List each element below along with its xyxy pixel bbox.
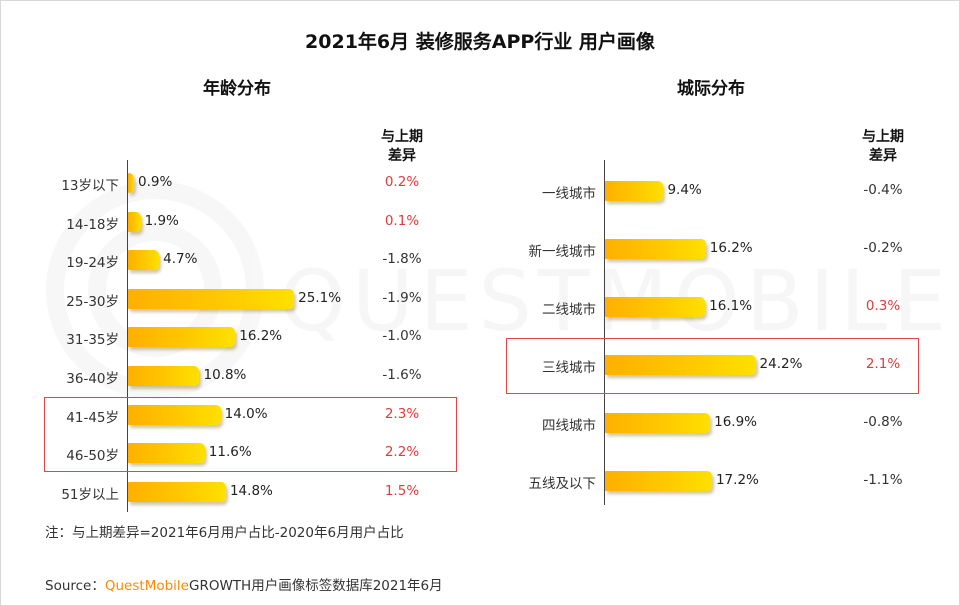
y-axis-line — [604, 160, 605, 505]
category-label: 51岁以上 — [61, 486, 119, 503]
category-label: 31-35岁 — [66, 332, 119, 349]
category-label: 四线城市 — [542, 417, 596, 434]
bar — [128, 481, 226, 502]
diff-value: -0.2% — [863, 239, 903, 256]
source-line: Source：QuestMobileGROWTH用户画像标签数据库2021年6月 — [45, 574, 443, 594]
category-label: 一线城市 — [542, 186, 596, 202]
bar — [128, 288, 295, 309]
value-label: 14.8% — [229, 482, 273, 499]
diff-value: -1.8% — [382, 251, 422, 268]
value-label: 10.8% — [203, 367, 247, 383]
diff-value: 0.2% — [384, 174, 420, 190]
value-label: 1.9% — [144, 212, 179, 229]
city-section-title: 城际分布 — [677, 79, 745, 99]
category-label: 19-24岁 — [66, 255, 119, 272]
category-label: 14-18岁 — [66, 216, 119, 233]
city-diff-header-line2: 差异 — [869, 148, 897, 164]
value-label: 9.4% — [667, 182, 702, 198]
bar — [128, 250, 160, 271]
category-label: 25-30岁 — [66, 293, 119, 310]
bar — [128, 173, 134, 193]
city-diff-header: 与上期 差异 — [843, 128, 923, 166]
chart-title: 2021年6月 装修服务APP行业 用户画像 — [305, 31, 655, 53]
category-label: 46-50岁 — [66, 448, 119, 465]
diff-value: -0.8% — [863, 413, 903, 430]
diff-value: 1.5% — [384, 482, 420, 499]
value-label: 4.7% — [163, 251, 198, 268]
bar — [128, 327, 236, 348]
source-brand: QuestMobile — [104, 578, 189, 594]
diff-value: 2.2% — [384, 444, 420, 461]
bar — [128, 443, 205, 464]
diff-value: -1.1% — [863, 471, 903, 488]
bar — [605, 238, 706, 259]
value-label: 25.1% — [298, 289, 342, 306]
value-label: 16.9% — [714, 413, 757, 430]
category-label: 41-45岁 — [66, 409, 119, 426]
diff-value: -1.6% — [382, 367, 422, 383]
y-axis-line — [127, 160, 128, 512]
diff-value: -1.0% — [382, 328, 422, 345]
source-prefix: Source： — [45, 578, 105, 594]
bar — [605, 354, 756, 375]
value-label: 24.2% — [759, 355, 803, 372]
value-label: 14.0% — [224, 405, 268, 422]
category-label: 五线及以下 — [528, 475, 597, 492]
age-diff-header-line1: 与上期 — [381, 129, 423, 145]
category-label: 二线城市 — [542, 301, 596, 318]
value-label: 11.6% — [208, 444, 252, 461]
value-label: 0.9% — [138, 174, 173, 190]
age-diff-header-line2: 差异 — [388, 148, 416, 164]
diff-value: 0.3% — [865, 297, 901, 314]
highlight-box — [506, 337, 919, 394]
bar — [605, 412, 711, 433]
value-label: 16.1% — [709, 297, 753, 314]
value-label: 16.2% — [239, 328, 283, 345]
diff-value: 2.3% — [384, 405, 420, 422]
city-diff-header-line1: 与上期 — [862, 129, 904, 145]
age-section-title: 年龄分布 — [203, 79, 271, 99]
bar — [128, 404, 221, 425]
bar — [605, 470, 712, 491]
diff-value: 2.1% — [865, 355, 901, 372]
diff-value: -0.4% — [863, 182, 903, 198]
value-label: 16.2% — [709, 239, 753, 256]
diff-value: -1.9% — [382, 289, 422, 306]
footnote: 注：与上期差异=2021年6月用户占比-2020年6月用户占比 — [45, 525, 404, 541]
category-label: 13岁以下 — [61, 178, 119, 194]
category-label: 36-40岁 — [66, 371, 119, 387]
bar — [128, 366, 200, 386]
category-label: 新一线城市 — [528, 243, 597, 260]
bar — [128, 211, 141, 232]
bar — [605, 181, 664, 201]
source-text: GROWTH用户画像标签数据库2021年6月 — [188, 578, 443, 594]
value-label: 17.2% — [715, 471, 759, 488]
age-diff-header: 与上期 差异 — [362, 128, 442, 166]
bar — [605, 296, 706, 317]
diff-value: 0.1% — [384, 212, 420, 229]
category-label: 三线城市 — [542, 359, 596, 376]
highlight-box — [44, 397, 457, 473]
